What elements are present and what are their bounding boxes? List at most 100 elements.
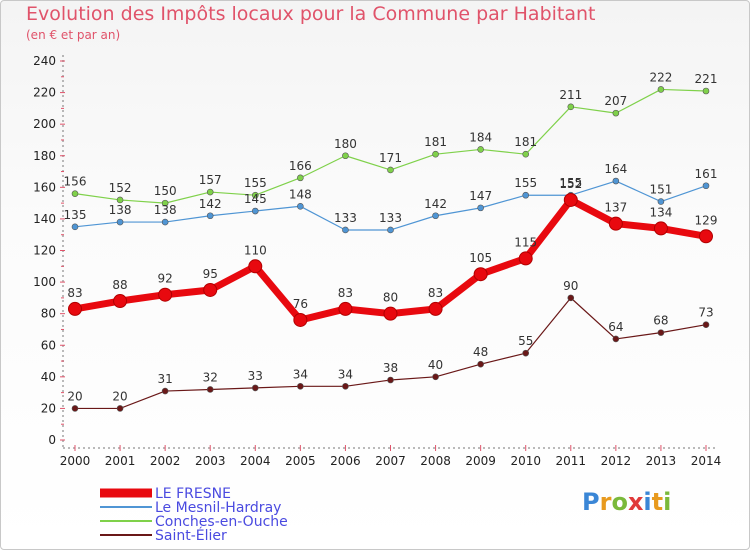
chart-subtitle: (en € et par an) [26, 28, 121, 42]
data-point [657, 329, 665, 336]
data-point [473, 267, 488, 282]
data-label: 80 [383, 291, 398, 305]
data-label: 95 [203, 267, 218, 281]
data-label: 48 [473, 345, 488, 359]
data-point [608, 216, 623, 231]
data-label: 110 [244, 243, 267, 257]
x-tick-label: 2002 [150, 454, 181, 468]
x-tick-label: 2011 [556, 454, 587, 468]
data-point [477, 204, 484, 212]
data-point [387, 376, 394, 384]
data-label: 207 [604, 94, 627, 108]
data-point [251, 207, 259, 215]
data-label: 55 [518, 334, 533, 348]
y-tick-label: 240 [33, 54, 56, 68]
data-label: 133 [379, 211, 402, 225]
data-label: 138 [154, 203, 177, 217]
data-label: 34 [293, 367, 308, 381]
data-label: 142 [424, 197, 447, 211]
data-label: 20 [67, 389, 82, 403]
data-point [68, 301, 82, 316]
y-tick-label: 60 [41, 338, 56, 352]
data-label: 138 [109, 203, 132, 217]
data-point [248, 259, 263, 274]
data-label: 155 [514, 176, 537, 190]
data-label: 133 [334, 211, 357, 225]
data-label: 142 [199, 197, 222, 211]
data-point [477, 360, 484, 368]
legend-item: Le Mesnil-Hardray [100, 500, 281, 516]
y-tick-label: 80 [41, 307, 56, 321]
data-label: 222 [649, 70, 672, 84]
data-label: 137 [604, 201, 627, 215]
data-label: 155 [244, 176, 267, 190]
data-point [383, 306, 398, 321]
legend-item: Saint-Élier [100, 527, 227, 544]
data-point [297, 383, 304, 390]
data-point [699, 229, 713, 244]
data-label: 181 [424, 135, 447, 149]
data-point [657, 198, 665, 205]
x-tick-label: 2014 [691, 454, 722, 468]
data-label: 134 [649, 205, 672, 219]
data-point [522, 150, 530, 158]
data-point [612, 109, 620, 117]
data-label: 92 [158, 272, 173, 286]
x-tick-label: 2007 [375, 454, 406, 468]
data-point [702, 182, 710, 190]
data-point [251, 384, 259, 392]
data-point [702, 321, 710, 329]
data-label: 76 [293, 297, 308, 311]
data-point [522, 349, 530, 357]
data-point [297, 174, 304, 182]
x-tick-label: 2006 [330, 454, 361, 468]
data-label: 157 [199, 173, 222, 187]
data-point [158, 287, 173, 302]
data-point [251, 191, 259, 199]
data-label: 32 [203, 370, 218, 384]
series-le-fresne: 83 88 92 95 110 76 83 80 83 105 115 152 137 134 129 [67, 177, 717, 327]
data-label: 155 [559, 176, 582, 190]
x-tick-label: 2013 [646, 454, 677, 468]
data-label: 221 [695, 72, 718, 86]
data-point [116, 196, 124, 204]
data-point [116, 218, 124, 226]
data-point [161, 199, 169, 207]
data-point [297, 202, 304, 210]
y-tick-label: 180 [33, 149, 56, 163]
data-point [518, 251, 533, 266]
legend-label: Le Mesnil-Hardray [155, 500, 281, 516]
data-point [702, 87, 710, 95]
data-point [432, 150, 439, 158]
data-point [71, 223, 79, 231]
data-point [342, 152, 349, 160]
data-label: 73 [698, 306, 713, 320]
data-label: 184 [469, 130, 492, 144]
data-label: 31 [158, 372, 173, 386]
y-tick-label: 160 [33, 180, 56, 194]
data-point [522, 191, 530, 199]
data-point [653, 221, 668, 236]
data-label: 161 [695, 167, 718, 181]
proxiti-logo: Proxiti [582, 488, 672, 516]
series-conches-en-ouche: 156 152 150 157 155 166 180 171 181 184 181 211 207 2… [64, 70, 718, 207]
data-label: 90 [563, 279, 578, 293]
data-label: 105 [469, 251, 492, 265]
data-label: 145 [244, 192, 267, 206]
x-tick-label: 2001 [105, 454, 136, 468]
data-point [432, 373, 439, 381]
data-label: 34 [338, 367, 353, 381]
data-point [432, 212, 439, 220]
data-label: 64 [608, 320, 623, 334]
data-label: 115 [514, 235, 537, 249]
data-label: 152 [109, 181, 132, 195]
x-tick-label: 2003 [195, 454, 226, 468]
data-point [71, 190, 79, 197]
data-point [567, 294, 575, 302]
data-label: 152 [559, 177, 582, 191]
data-point [657, 86, 665, 93]
data-point [387, 166, 394, 174]
data-label: 180 [334, 137, 357, 151]
data-point [428, 301, 443, 316]
